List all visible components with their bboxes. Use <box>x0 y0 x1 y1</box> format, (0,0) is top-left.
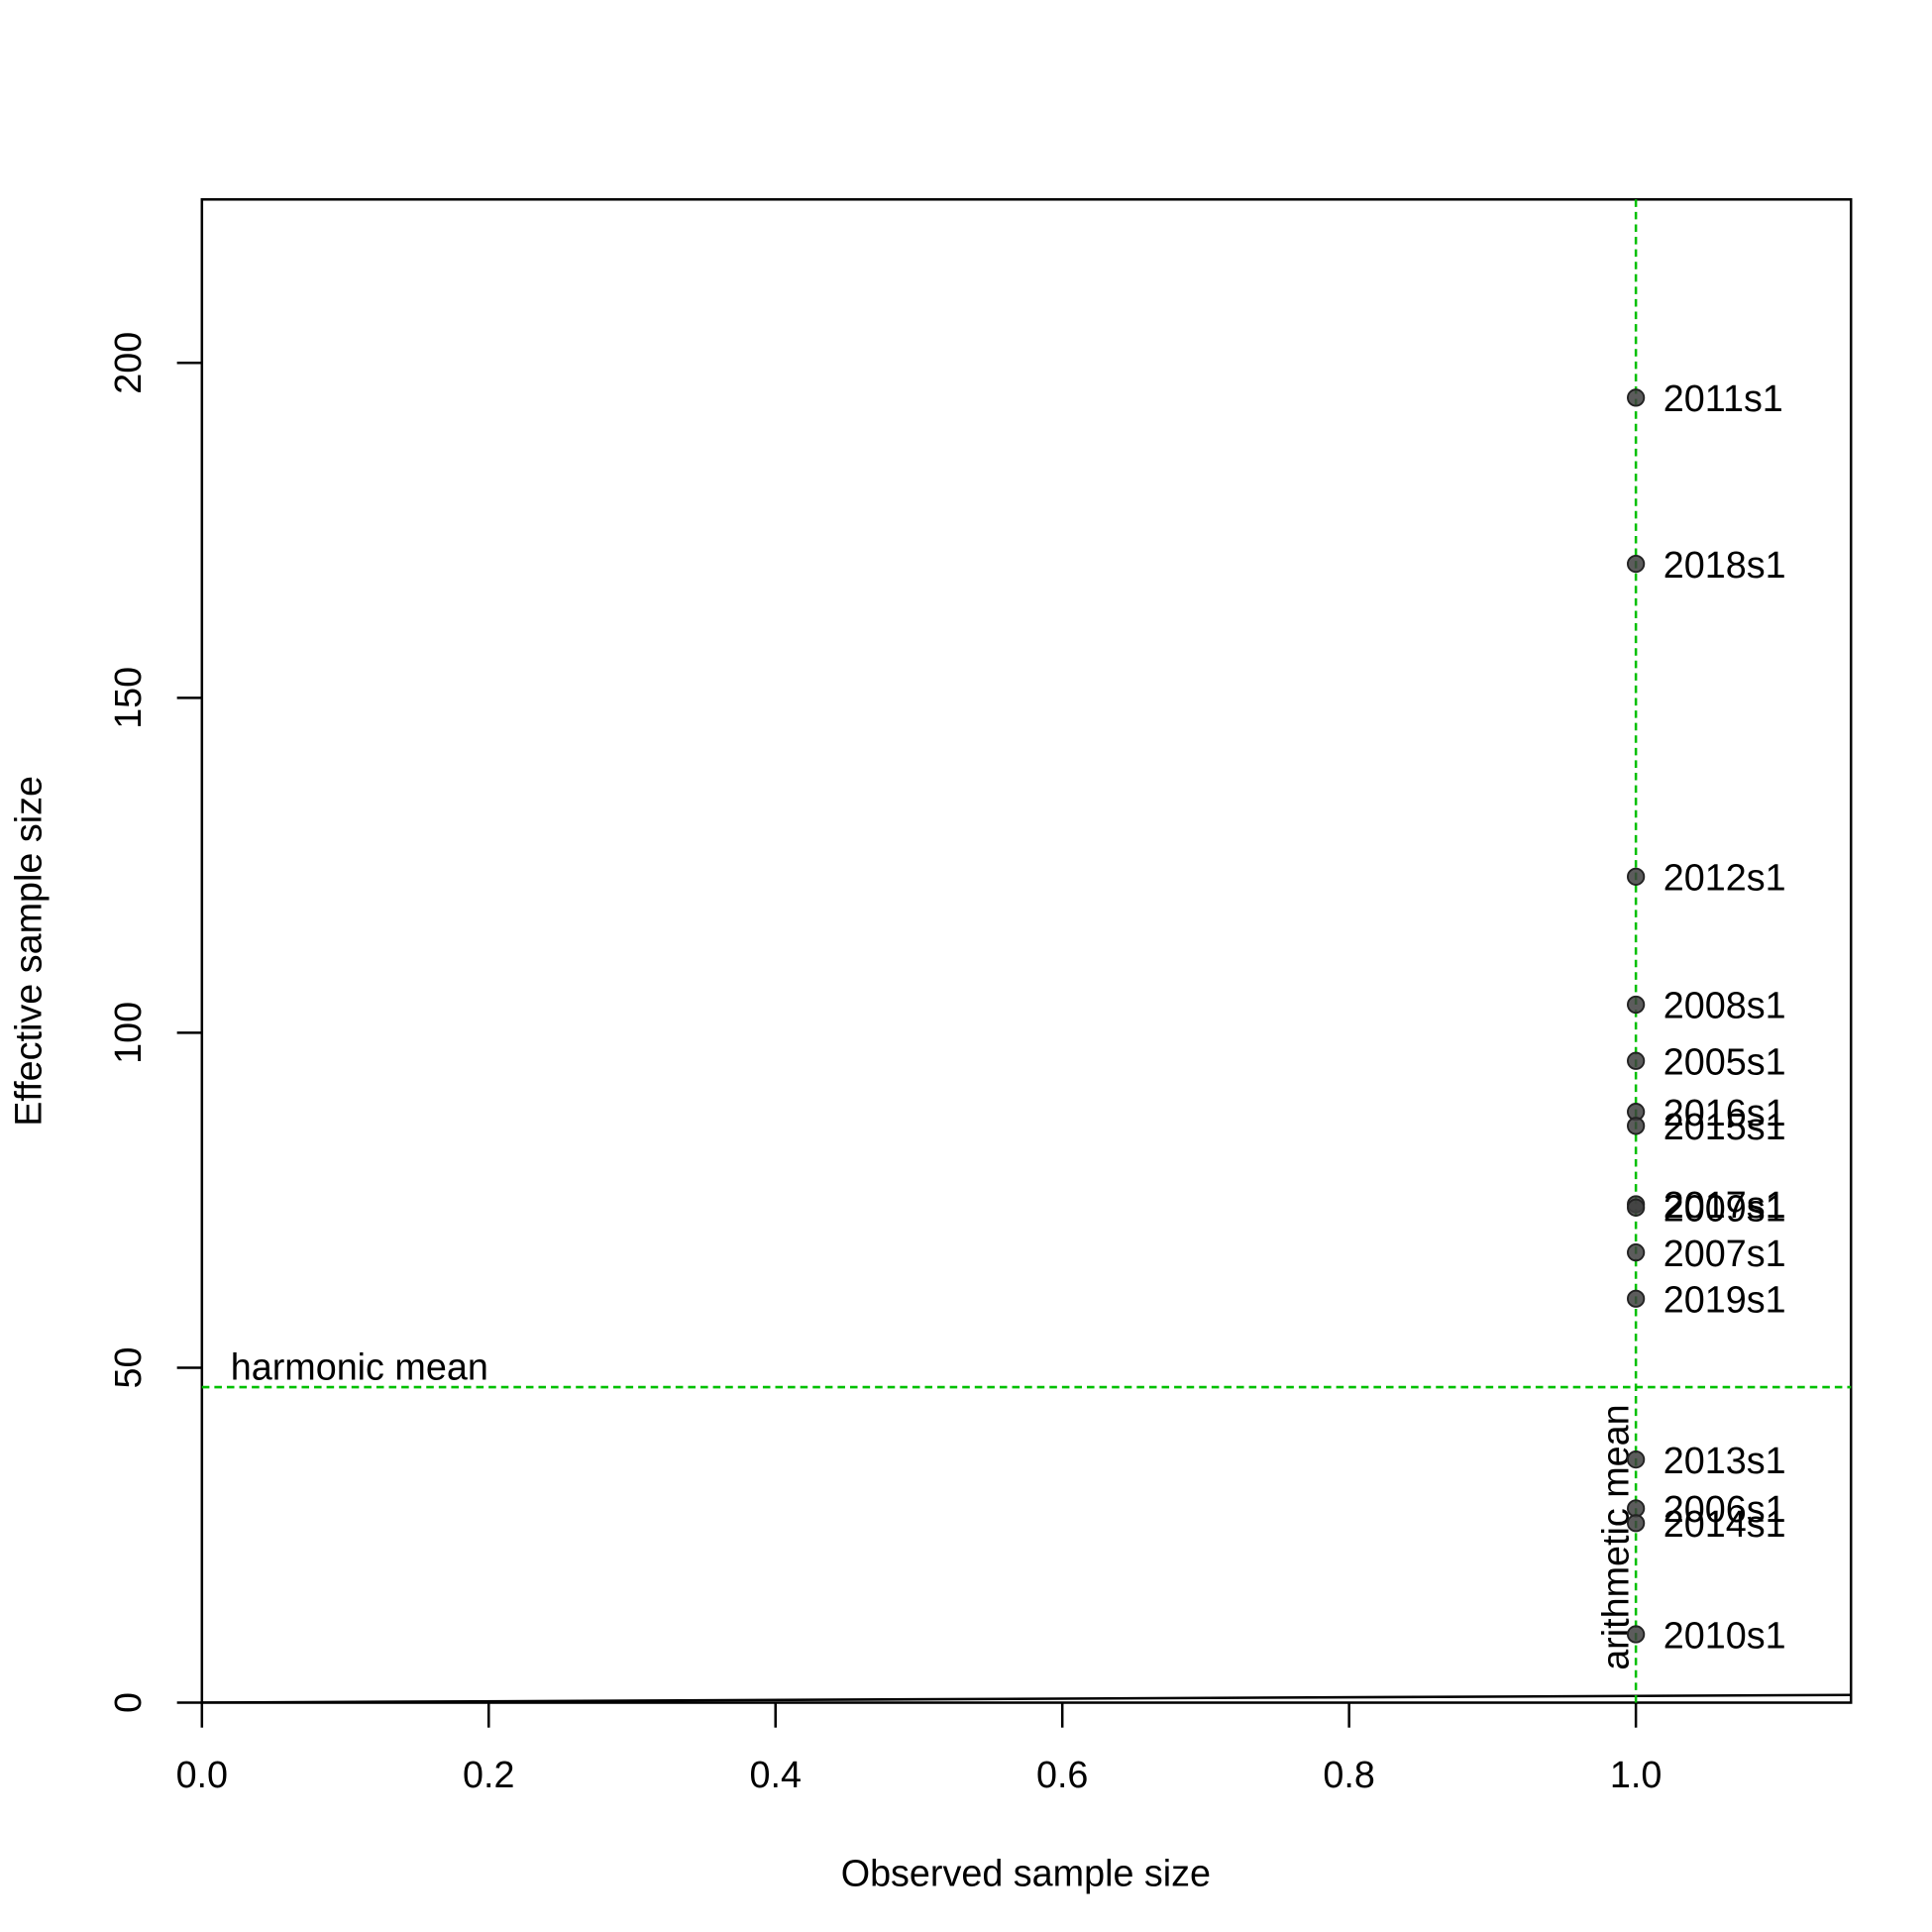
y-tick-label: 100 <box>107 1002 149 1064</box>
point <box>1627 1499 1646 1518</box>
point-label: 2007s1 <box>1664 1233 1786 1274</box>
point <box>1627 867 1646 886</box>
harmonic-mean-label: harmonic mean <box>231 1346 488 1388</box>
x-tick-label: 0.2 <box>463 1754 514 1795</box>
x-tick-label: 0.0 <box>176 1754 228 1795</box>
point-label: 2005s1 <box>1664 1041 1786 1083</box>
point-label: 2010s1 <box>1664 1614 1786 1656</box>
point-label: 2017s1 <box>1664 1184 1786 1226</box>
point-label: 2009s1 <box>1664 1188 1786 1230</box>
x-tick-label: 0.8 <box>1323 1754 1374 1795</box>
point <box>1627 1625 1646 1644</box>
plot-frame <box>200 198 1853 1704</box>
point <box>1627 388 1646 407</box>
y-tick-label: 150 <box>107 667 149 729</box>
point-label: 2013s1 <box>1664 1440 1786 1481</box>
x-tick-label: 1.0 <box>1610 1754 1662 1795</box>
point <box>1627 1449 1646 1469</box>
x-axis-label: Observed sample size <box>841 1852 1211 1893</box>
point <box>1627 1514 1646 1533</box>
y-axis-label: Effective sample size <box>7 776 49 1127</box>
point-label: 2015s1 <box>1664 1106 1786 1147</box>
point <box>1627 1289 1646 1308</box>
point-label: 2008s1 <box>1664 985 1786 1026</box>
point <box>1627 1051 1646 1070</box>
point-label: 2012s1 <box>1664 857 1786 899</box>
x-tick-label: 0.4 <box>750 1754 802 1795</box>
point <box>1627 1243 1646 1262</box>
y-tick-label: 50 <box>107 1346 149 1388</box>
point <box>1627 1117 1646 1135</box>
point-label: 2006s1 <box>1664 1488 1786 1530</box>
point-label: 2018s1 <box>1664 544 1786 586</box>
point <box>1627 554 1646 574</box>
point <box>1627 995 1646 1015</box>
point-label: 2011s1 <box>1664 377 1783 419</box>
point-label: 2014s1 <box>1664 1503 1786 1545</box>
arithmetic-mean-label: arithmetic mean <box>1595 1404 1637 1669</box>
y-tick-label: 0 <box>107 1692 149 1713</box>
point-label: 2016s1 <box>1664 1092 1786 1133</box>
point <box>1627 1198 1646 1217</box>
identity-line <box>201 1693 1852 1703</box>
point-label: 2019s1 <box>1664 1279 1786 1321</box>
x-tick-label: 0.6 <box>1036 1754 1088 1795</box>
y-tick-label: 200 <box>107 332 149 394</box>
